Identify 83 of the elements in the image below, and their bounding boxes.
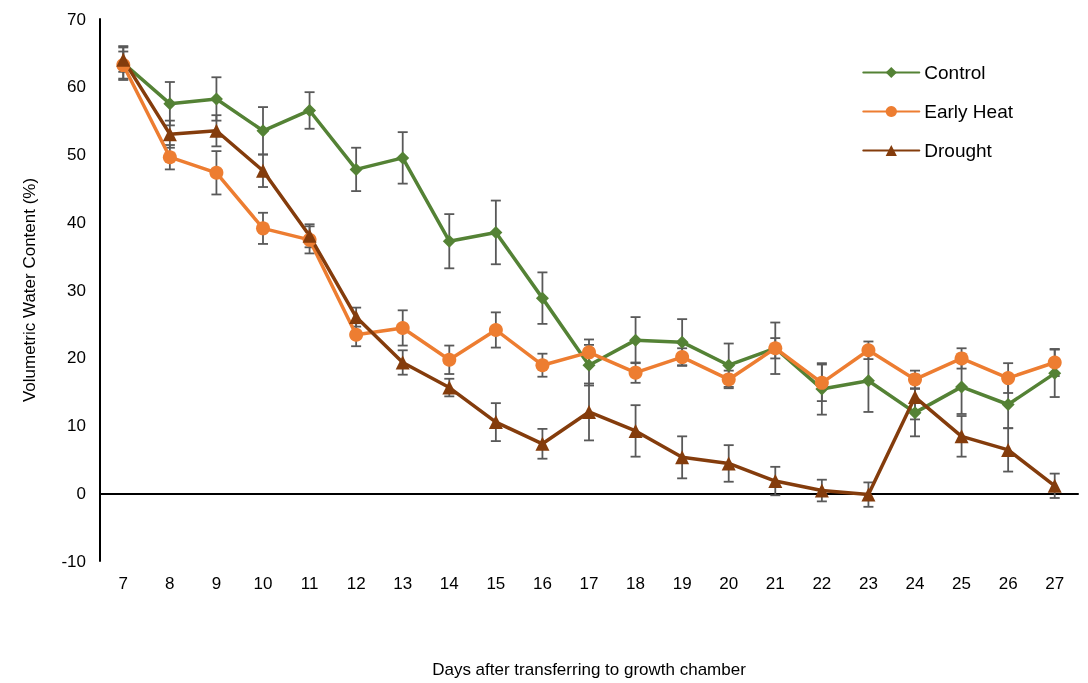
y-tick-label: 60 [67, 77, 86, 97]
x-axis-title: Days after transferring to growth chamber [432, 660, 747, 679]
legend-label: Control [924, 62, 986, 83]
point [908, 406, 922, 420]
x-tick-label: 14 [439, 574, 459, 593]
x-tick-label: 27 [1045, 574, 1065, 593]
point [955, 380, 969, 394]
point [442, 352, 457, 367]
y-tick-label: 20 [67, 348, 86, 368]
point [442, 234, 456, 248]
y-tick-label: 40 [67, 212, 86, 232]
x-tick-label: 19 [672, 574, 692, 593]
x-tick-label: 15 [486, 574, 506, 593]
x-tick-label: 21 [765, 574, 785, 593]
point [396, 151, 410, 165]
point [162, 127, 177, 142]
point [116, 52, 131, 67]
point [954, 351, 969, 366]
point [488, 415, 503, 430]
point [349, 162, 363, 176]
point [209, 123, 224, 138]
x-tick-label: 23 [858, 574, 878, 593]
point [908, 390, 922, 405]
x-tick-label: 13 [393, 574, 413, 593]
point [814, 483, 829, 498]
point [488, 322, 503, 337]
point [1047, 355, 1062, 370]
point [256, 124, 270, 138]
point [582, 358, 596, 372]
y-tick-label: 50 [67, 145, 86, 164]
x-tick-label: 12 [346, 574, 366, 593]
point [535, 358, 550, 373]
point [628, 423, 643, 438]
point [722, 358, 736, 372]
y-tick-label: 10 [67, 416, 86, 435]
y-tick-label: 70 [67, 9, 86, 29]
x-tick-label: 10 [253, 574, 273, 593]
point [861, 487, 876, 502]
x-tick-label: 18 [626, 574, 646, 593]
x-tick-label: 25 [952, 574, 972, 593]
point [256, 221, 270, 236]
x-tick-label: 11 [300, 574, 319, 593]
x-tick-label: 24 [905, 574, 925, 593]
point [1001, 398, 1015, 411]
x-tick-label: 17 [579, 574, 599, 593]
x-tick-label: 16 [532, 574, 552, 593]
y-tick-label: 0 [76, 483, 86, 503]
y-tick-label: -10 [61, 551, 86, 571]
point [628, 365, 643, 380]
point [1047, 478, 1062, 493]
point [861, 374, 875, 388]
point [1001, 442, 1016, 457]
x-tick-label: 7 [118, 574, 129, 593]
point [395, 320, 410, 335]
point [721, 456, 736, 471]
point [395, 355, 410, 370]
point [162, 150, 177, 165]
point [1001, 371, 1016, 386]
point [768, 474, 783, 489]
y-tick-label: 30 [67, 280, 86, 300]
point [163, 97, 177, 111]
x-tick-label: 26 [998, 574, 1018, 593]
x-tick-label: 9 [211, 574, 222, 593]
point [814, 375, 829, 390]
x-tick-label: 22 [812, 574, 832, 593]
point [675, 450, 690, 465]
point [582, 404, 596, 419]
point [489, 225, 503, 239]
point [209, 165, 224, 180]
legend-label: Drought [924, 140, 993, 161]
point [535, 291, 549, 305]
point [954, 429, 969, 444]
point [256, 163, 270, 178]
point [582, 345, 596, 360]
point [629, 333, 643, 347]
point [675, 335, 689, 349]
x-tick-label: 8 [165, 574, 175, 593]
point [535, 436, 550, 451]
x-tick-label: 20 [719, 574, 739, 593]
point [209, 92, 223, 106]
legend-label: Early Heat [924, 101, 1014, 122]
point [303, 103, 317, 117]
y-axis-title: Volumetric Water Content (%) [20, 177, 39, 403]
